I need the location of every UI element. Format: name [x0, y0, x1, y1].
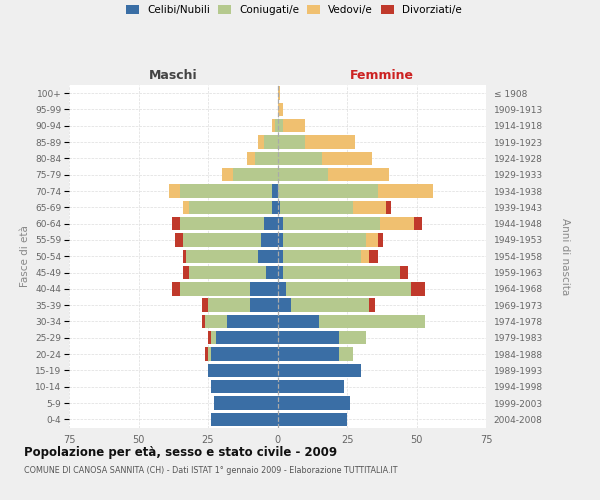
Bar	[328, 168, 389, 181]
Bar	[277, 217, 283, 230]
Text: Femmine: Femmine	[350, 70, 414, 82]
Bar	[247, 152, 255, 165]
Bar	[272, 184, 277, 198]
Bar	[183, 250, 186, 263]
Bar	[277, 86, 280, 100]
Bar	[188, 266, 266, 279]
Bar	[277, 380, 344, 394]
Bar	[188, 200, 272, 214]
Bar	[258, 136, 263, 149]
Bar	[175, 234, 183, 246]
Bar	[202, 298, 208, 312]
Bar	[222, 168, 233, 181]
Bar	[180, 184, 272, 198]
Bar	[380, 217, 414, 230]
Bar	[369, 250, 377, 263]
Text: COMUNE DI CANOSA SANNITA (CH) - Dati ISTAT 1° gennaio 2009 - Elaborazione TUTTIT: COMUNE DI CANOSA SANNITA (CH) - Dati IST…	[24, 466, 398, 475]
Bar	[280, 200, 353, 214]
Bar	[208, 364, 277, 377]
Bar	[322, 152, 372, 165]
Bar	[180, 217, 263, 230]
Bar	[205, 315, 227, 328]
Bar	[305, 136, 355, 149]
Bar	[214, 396, 277, 409]
Bar	[283, 266, 400, 279]
Bar	[211, 412, 277, 426]
Text: Maschi: Maschi	[149, 70, 197, 82]
Bar	[250, 298, 277, 312]
Bar	[277, 184, 377, 198]
Bar	[277, 315, 319, 328]
Bar	[283, 217, 380, 230]
Bar	[183, 200, 188, 214]
Bar	[263, 136, 277, 149]
Bar	[338, 348, 353, 361]
Bar	[338, 331, 367, 344]
Text: Popolazione per età, sesso e stato civile - 2009: Popolazione per età, sesso e stato civil…	[24, 446, 337, 459]
Bar	[172, 282, 180, 296]
Bar	[277, 396, 350, 409]
Bar	[208, 298, 250, 312]
Bar	[277, 298, 292, 312]
Bar	[233, 168, 277, 181]
Bar	[283, 250, 361, 263]
Bar	[277, 412, 347, 426]
Bar	[286, 282, 411, 296]
Bar	[211, 348, 277, 361]
Bar	[211, 380, 277, 394]
Bar	[205, 348, 208, 361]
Bar	[169, 184, 180, 198]
Bar	[283, 119, 305, 132]
Bar	[277, 331, 338, 344]
Bar	[172, 217, 180, 230]
Bar	[411, 282, 425, 296]
Bar	[277, 103, 283, 116]
Bar	[277, 282, 286, 296]
Bar	[377, 234, 383, 246]
Bar	[255, 152, 277, 165]
Bar	[186, 250, 258, 263]
Bar	[250, 282, 277, 296]
Bar	[386, 200, 391, 214]
Bar	[277, 348, 338, 361]
Legend: Celibi/Nubili, Coniugati/e, Vedovi/e, Divorziati/e: Celibi/Nubili, Coniugati/e, Vedovi/e, Di…	[126, 5, 462, 15]
Bar	[283, 234, 367, 246]
Bar	[369, 298, 375, 312]
Bar	[275, 119, 277, 132]
Bar	[180, 282, 250, 296]
Bar	[261, 234, 277, 246]
Bar	[277, 234, 283, 246]
Bar	[258, 250, 277, 263]
Bar	[367, 234, 377, 246]
Bar	[272, 119, 275, 132]
Y-axis label: Anni di nascita: Anni di nascita	[560, 218, 569, 295]
Bar	[272, 200, 277, 214]
Bar	[353, 200, 386, 214]
Bar	[277, 119, 283, 132]
Bar	[277, 152, 322, 165]
Bar	[277, 250, 283, 263]
Bar	[414, 217, 422, 230]
Bar	[361, 250, 369, 263]
Bar	[400, 266, 408, 279]
Bar	[227, 315, 277, 328]
Bar	[319, 315, 425, 328]
Bar	[208, 331, 211, 344]
Bar	[217, 331, 277, 344]
Bar	[183, 234, 261, 246]
Bar	[277, 136, 305, 149]
Bar	[277, 266, 283, 279]
Bar	[292, 298, 369, 312]
Bar	[277, 168, 328, 181]
Y-axis label: Fasce di età: Fasce di età	[20, 226, 29, 287]
Bar	[277, 200, 280, 214]
Bar	[263, 217, 277, 230]
Bar	[266, 266, 277, 279]
Bar	[377, 184, 433, 198]
Bar	[208, 348, 211, 361]
Bar	[277, 364, 361, 377]
Bar	[211, 331, 217, 344]
Bar	[183, 266, 188, 279]
Bar	[202, 315, 205, 328]
